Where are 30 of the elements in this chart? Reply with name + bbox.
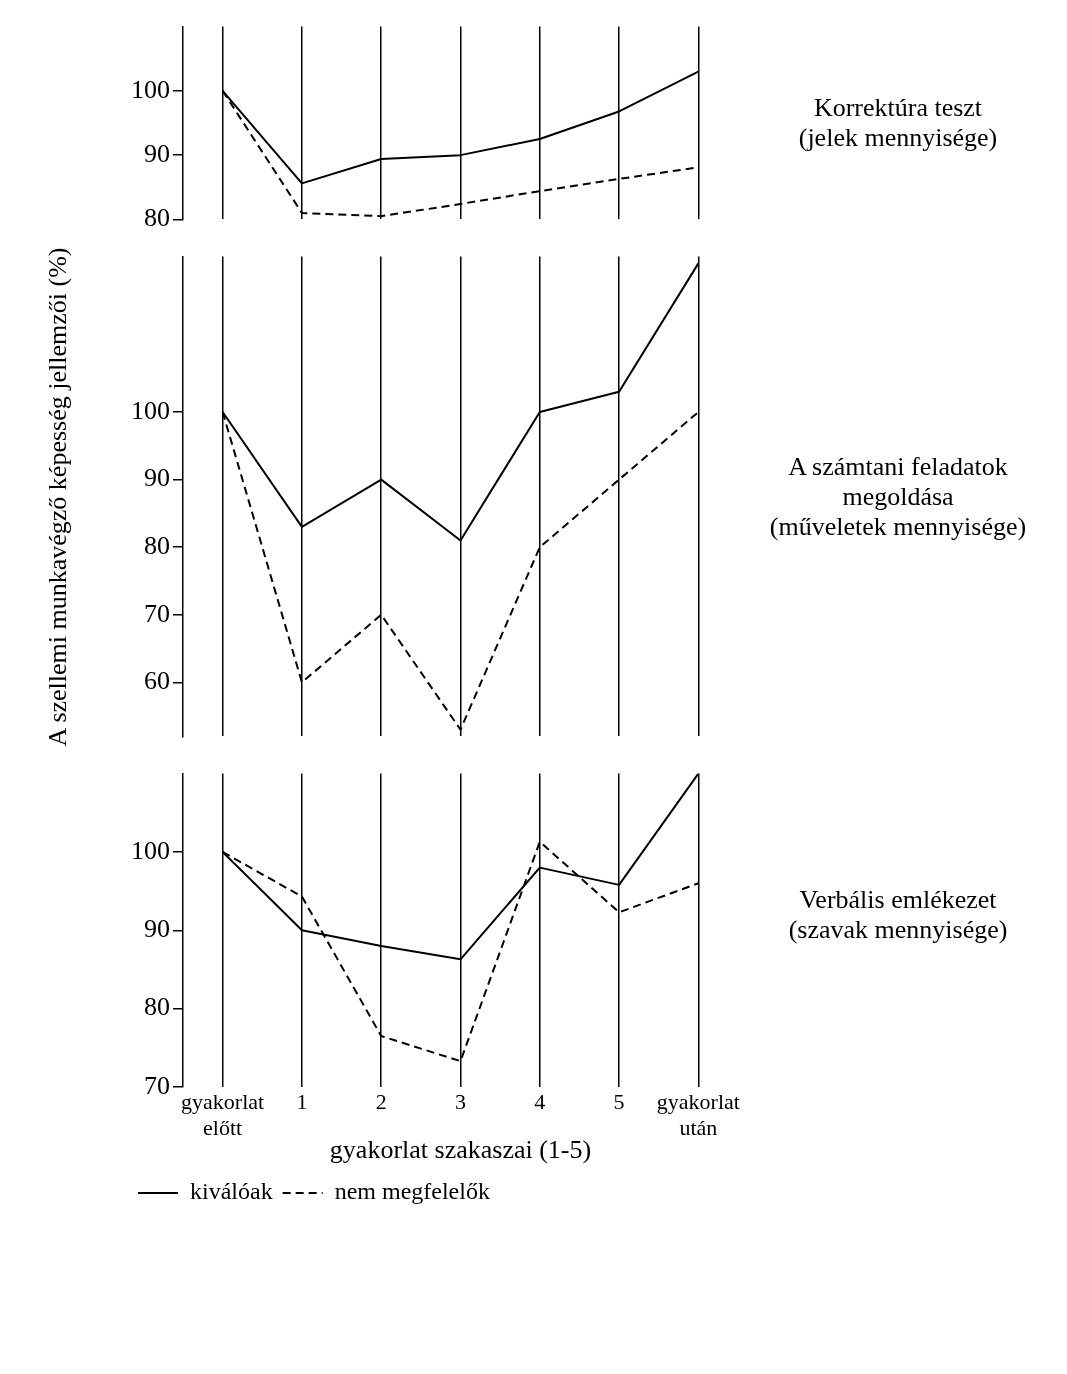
- y-tick-label: 80: [144, 992, 170, 1022]
- y-tick-label: 80: [144, 531, 170, 561]
- legend-label: kiválóak: [190, 1178, 273, 1205]
- text: (műveletek mennyisége): [768, 511, 1028, 542]
- x-tick-label: 3: [455, 1088, 466, 1114]
- y-axis-title: A szellemi munkavégző képesség jellemzői (%): [43, 247, 73, 746]
- legend-label: nem megfelelők: [334, 1178, 490, 1205]
- text: Korrektúra teszt: [812, 93, 984, 123]
- y-tick-label: 90: [144, 463, 170, 493]
- text: A számtani feladatok: [787, 451, 1009, 482]
- y-tick-label: 90: [144, 914, 170, 944]
- x-tick-label: 4: [534, 1088, 546, 1114]
- x-tick-label: gyakorlat után: [656, 1088, 740, 1141]
- y-tick-label: 100: [131, 395, 170, 425]
- x-tick-label: 2: [375, 1088, 387, 1114]
- text: Verbális emlékezet: [798, 885, 998, 915]
- x-tick-label: gyakorlat előtt: [181, 1088, 265, 1141]
- x-tick-label: 1: [296, 1088, 308, 1114]
- y-tick-label: 90: [144, 138, 170, 168]
- y-tick-label: 60: [144, 666, 170, 696]
- y-tick-label: 100: [131, 835, 170, 865]
- x-axis-title: gyakorlat szakaszai (1-5): [329, 1135, 592, 1165]
- y-tick-label: 100: [131, 74, 170, 104]
- y-tick-label: 80: [144, 203, 170, 233]
- text: megoldása: [841, 481, 955, 512]
- y-tick-label: 70: [144, 1070, 170, 1100]
- y-tick-label: 70: [144, 598, 170, 628]
- text: (szavak mennyisége): [787, 915, 1009, 945]
- text: (jelek mennyisége): [797, 123, 999, 153]
- x-tick-label: 5: [613, 1088, 625, 1114]
